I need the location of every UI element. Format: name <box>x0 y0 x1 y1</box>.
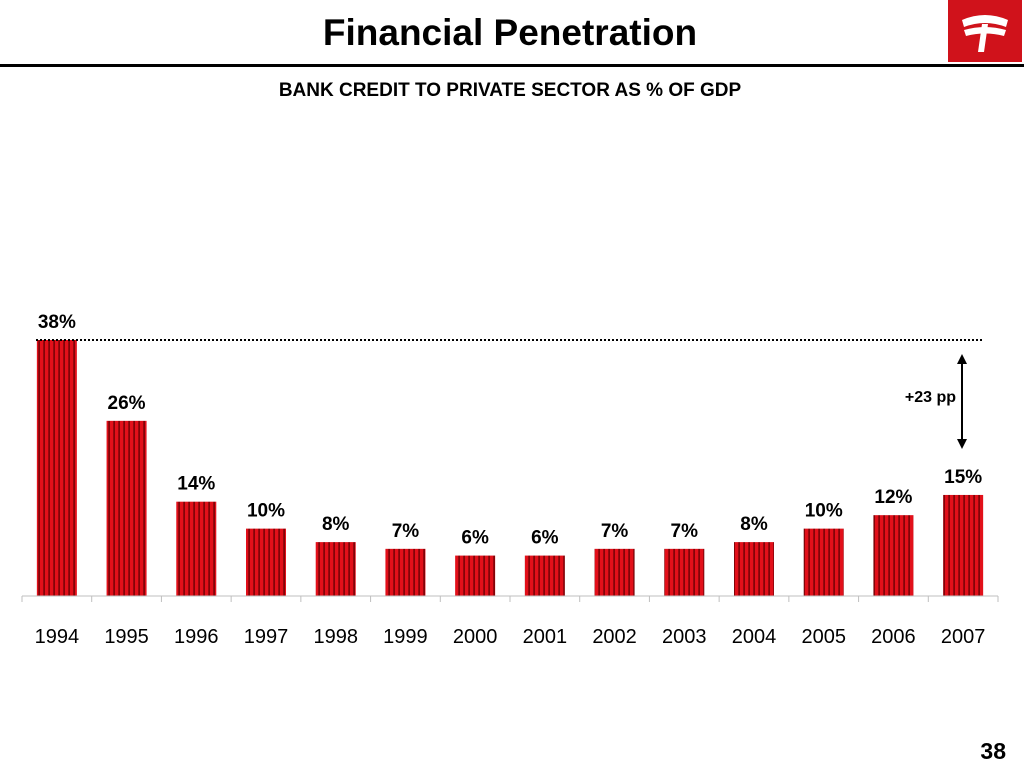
data-label: 8% <box>322 514 350 535</box>
data-label: 7% <box>671 521 699 542</box>
data-label: 10% <box>247 501 285 522</box>
bar-2000 <box>455 555 496 596</box>
arrow-head-up <box>957 354 967 364</box>
page-number: 38 <box>980 738 1006 764</box>
bar-2001 <box>524 555 565 596</box>
data-label: 38% <box>38 312 76 333</box>
x-tick-label: 1999 <box>383 626 428 648</box>
x-tick-label: 1994 <box>35 626 80 648</box>
bar-2003 <box>664 548 705 596</box>
data-label: 7% <box>601 521 629 542</box>
data-label: 8% <box>740 514 768 535</box>
page-title: Financial Penetration <box>322 12 698 53</box>
bar-1995 <box>106 420 147 596</box>
x-tick-label: 1998 <box>313 626 358 648</box>
data-label: 6% <box>531 528 559 549</box>
bar-2005 <box>803 528 844 596</box>
data-label: 12% <box>874 487 912 508</box>
x-tick-label: 2001 <box>523 626 568 648</box>
x-tick-label: 1995 <box>104 626 149 648</box>
data-label: 6% <box>461 528 489 549</box>
bank-logo-icon <box>948 0 1022 62</box>
bar-2002 <box>594 548 635 596</box>
x-tick-label: 1996 <box>174 626 219 648</box>
bar-2006 <box>873 515 914 596</box>
bar-1994 <box>36 340 77 596</box>
bar-2004 <box>734 542 774 596</box>
x-tick-label: 2000 <box>453 626 498 648</box>
chart-subtitle: BANK CREDIT TO PRIVATE SECTOR AS % OF GD… <box>278 80 742 101</box>
x-tick-label: 2006 <box>871 626 916 648</box>
x-tick-label: 2007 <box>941 626 986 648</box>
bar-2007 <box>943 494 984 596</box>
x-tick-label: 2003 <box>662 626 707 648</box>
data-label: 14% <box>177 474 215 495</box>
bar-1997 <box>246 528 286 596</box>
title-divider <box>0 64 1024 67</box>
change-annotation: +23 pp <box>905 389 956 406</box>
bar-1999 <box>385 548 426 596</box>
x-tick-label: 1997 <box>244 626 289 648</box>
x-tick-label: 2002 <box>592 626 637 648</box>
x-tick-label: 2004 <box>732 626 777 648</box>
arrow-head-down <box>957 438 967 449</box>
data-label: 15% <box>944 467 982 488</box>
data-label: 7% <box>392 521 420 542</box>
bar-1998 <box>315 542 356 596</box>
data-label: 26% <box>108 393 146 414</box>
x-tick-label: 2005 <box>801 626 846 648</box>
data-label: 10% <box>805 501 843 522</box>
bar-1996 <box>176 501 217 596</box>
